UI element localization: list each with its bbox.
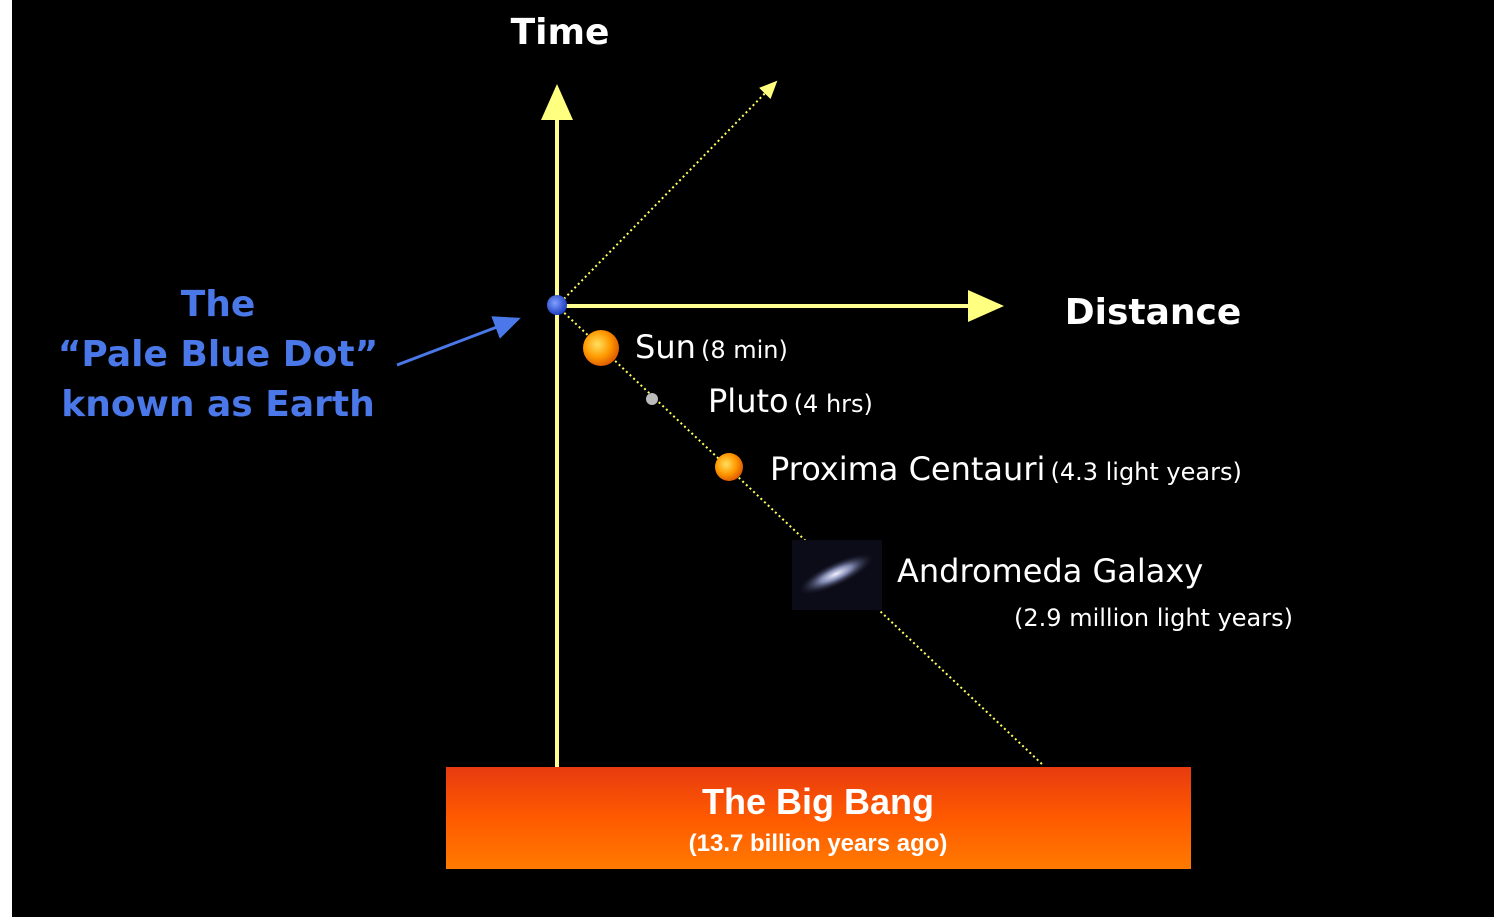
proxima-centauri [715, 453, 743, 481]
andromeda-image [792, 540, 882, 610]
big-bang-subtitle: (13.7 billion years ago) [689, 830, 948, 857]
pluto [646, 393, 658, 405]
sun [583, 330, 619, 366]
earth-label: “Pale Blue Dot” [58, 334, 379, 375]
slide: Time Distance The “Pale Blue Dot” known … [0, 0, 1494, 917]
earth-label: The [181, 284, 256, 325]
time-label: Time [511, 12, 610, 53]
big-bang-title: The Big Bang [702, 781, 934, 822]
earth-dot [547, 295, 567, 315]
andromeda-distance: (2.9 million light years) [1014, 604, 1293, 632]
andromeda-label: Andromeda Galaxy [897, 552, 1203, 590]
earth-label: known as Earth [61, 384, 374, 425]
distance-label: Distance [1065, 292, 1242, 333]
